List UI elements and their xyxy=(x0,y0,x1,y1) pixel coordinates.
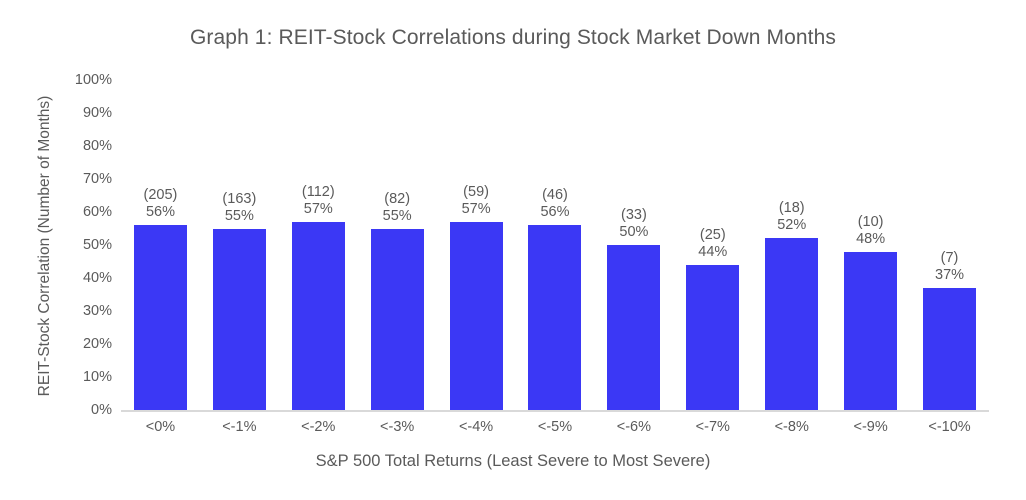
x-axis-tick-label: <-6% xyxy=(616,419,652,435)
bar-group: (18) 52% xyxy=(752,80,831,410)
y-axis-tick-label: 30% xyxy=(82,303,112,319)
bar[interactable] xyxy=(686,264,740,410)
bar-group: (205) 56% xyxy=(121,80,200,410)
bar-group: (59) 57% xyxy=(437,80,516,410)
y-axis-tick-label: 80% xyxy=(82,138,112,154)
y-axis-tick-label: 10% xyxy=(82,369,112,385)
y-axis-tick-label: 70% xyxy=(82,171,112,187)
bar-group: (10) 48% xyxy=(831,80,910,410)
bar-group: (33) 50% xyxy=(594,80,673,410)
bar-value-label: 55% xyxy=(382,207,412,224)
y-axis-tick-label: 20% xyxy=(82,336,112,352)
bar-value-label: 56% xyxy=(540,204,570,221)
bar-data-label: (82) 55% xyxy=(342,191,452,225)
bar-data-label: (25) 44% xyxy=(658,227,768,261)
bar-count-label: (10) xyxy=(857,213,884,230)
x-axis-tick-label: <-4% xyxy=(458,419,494,435)
x-axis-tick-label: <-1% xyxy=(222,419,257,435)
bar-data-label: (18) 52% xyxy=(737,200,847,234)
y-axis-tick-label: 0% xyxy=(91,402,112,418)
bar[interactable] xyxy=(133,225,187,410)
bar-group: (25) 44% xyxy=(673,80,752,410)
x-axis-tick-label: <-10% xyxy=(928,419,971,435)
x-axis-tick-label: <-7% xyxy=(695,419,730,435)
bar[interactable] xyxy=(923,287,977,410)
bar-count-label: (7) xyxy=(940,249,959,266)
bar-value-label: 56% xyxy=(145,204,175,221)
bar-count-label: (205) xyxy=(143,187,178,204)
bar-count-label: (46) xyxy=(542,187,568,204)
plot-area: (205) 56% (163) 55% (112) 57% (82) 55% (59) 57% (4… xyxy=(121,80,989,410)
bar-value-label: 50% xyxy=(619,224,649,240)
y-axis-tick-label: 100% xyxy=(74,72,112,88)
bar-value-label: 37% xyxy=(935,266,965,283)
bar-group: (7) 37% xyxy=(910,80,989,410)
bar-count-label: (82) xyxy=(384,190,411,207)
bar-group: (46) 56% xyxy=(516,80,595,410)
bar-value-label: 57% xyxy=(303,200,333,217)
bar-data-label: (7) 37% xyxy=(895,250,1005,284)
bar-data-label: (112) 57% xyxy=(263,184,373,218)
x-axis-title: S&P 500 Total Returns (Least Severe to M… xyxy=(315,452,711,470)
bar-value-label: 55% xyxy=(224,207,254,224)
bar-count-label: (163) xyxy=(222,190,257,207)
chart-title: Graph 1: REIT-Stock Correlations during … xyxy=(190,26,836,49)
bar[interactable] xyxy=(449,221,503,410)
bar-data-label: (10) 48% xyxy=(816,214,926,248)
bar-data-label: (59) 57% xyxy=(421,184,531,218)
y-axis-tick-labels: 0% 10% 20% 30% 40% 50% 60% 70% 80% 90% 100% xyxy=(56,72,112,418)
bar-value-label: 44% xyxy=(698,243,728,260)
bar-count-label: (25) xyxy=(699,226,726,243)
bar-count-label: (33) xyxy=(621,207,647,223)
bar[interactable] xyxy=(212,228,266,410)
bars-layer: (205) 56% (163) 55% (112) 57% (82) 55% (59) 57% (4… xyxy=(121,80,989,410)
bar-group: (163) 55% xyxy=(200,80,279,410)
bar-group: (82) 55% xyxy=(358,80,437,410)
bar-group: (112) 57% xyxy=(279,80,358,410)
x-axis-tick-label: <-3% xyxy=(380,419,415,435)
bar[interactable] xyxy=(765,238,819,410)
bar-count-label: (112) xyxy=(301,183,335,200)
bar[interactable] xyxy=(370,228,424,410)
bar[interactable] xyxy=(844,251,898,410)
x-axis-tick-label: <-5% xyxy=(537,419,573,435)
bar[interactable] xyxy=(291,221,345,410)
bar[interactable] xyxy=(607,245,661,410)
x-axis-tick-label: <-2% xyxy=(301,419,336,435)
x-axis-tick-label: <-9% xyxy=(853,419,888,435)
bar-count-label: (18) xyxy=(778,200,805,217)
bar-value-label: 57% xyxy=(461,200,491,217)
bar-data-label: (46) 56% xyxy=(500,187,610,221)
y-axis-tick-label: 90% xyxy=(82,105,112,121)
bar-data-label: (163) 55% xyxy=(184,191,294,225)
bar[interactable] xyxy=(528,225,582,410)
y-axis-tick-label: 50% xyxy=(82,237,112,253)
y-axis-title: REIT-Stock Correlation (Number of Months… xyxy=(36,95,53,397)
x-axis-tick-labels: <0% <-1% <-2% <-3% <-4% <-5% <-6% <-7% <-8% <-9% <… xyxy=(121,419,989,443)
bar-value-label: 48% xyxy=(856,230,886,247)
bar-value-label: 52% xyxy=(777,217,807,234)
x-axis-baseline xyxy=(121,410,989,412)
x-axis-tick-label: <0% xyxy=(145,419,176,435)
bar-data-label: (33) 50% xyxy=(579,207,689,241)
y-axis-tick-label: 60% xyxy=(82,204,112,220)
bar-data-label: (205) 56% xyxy=(105,187,215,221)
bar-count-label: (59) xyxy=(463,183,489,200)
x-axis-tick-label: <-8% xyxy=(774,419,809,435)
y-axis-tick-label: 40% xyxy=(82,270,112,286)
